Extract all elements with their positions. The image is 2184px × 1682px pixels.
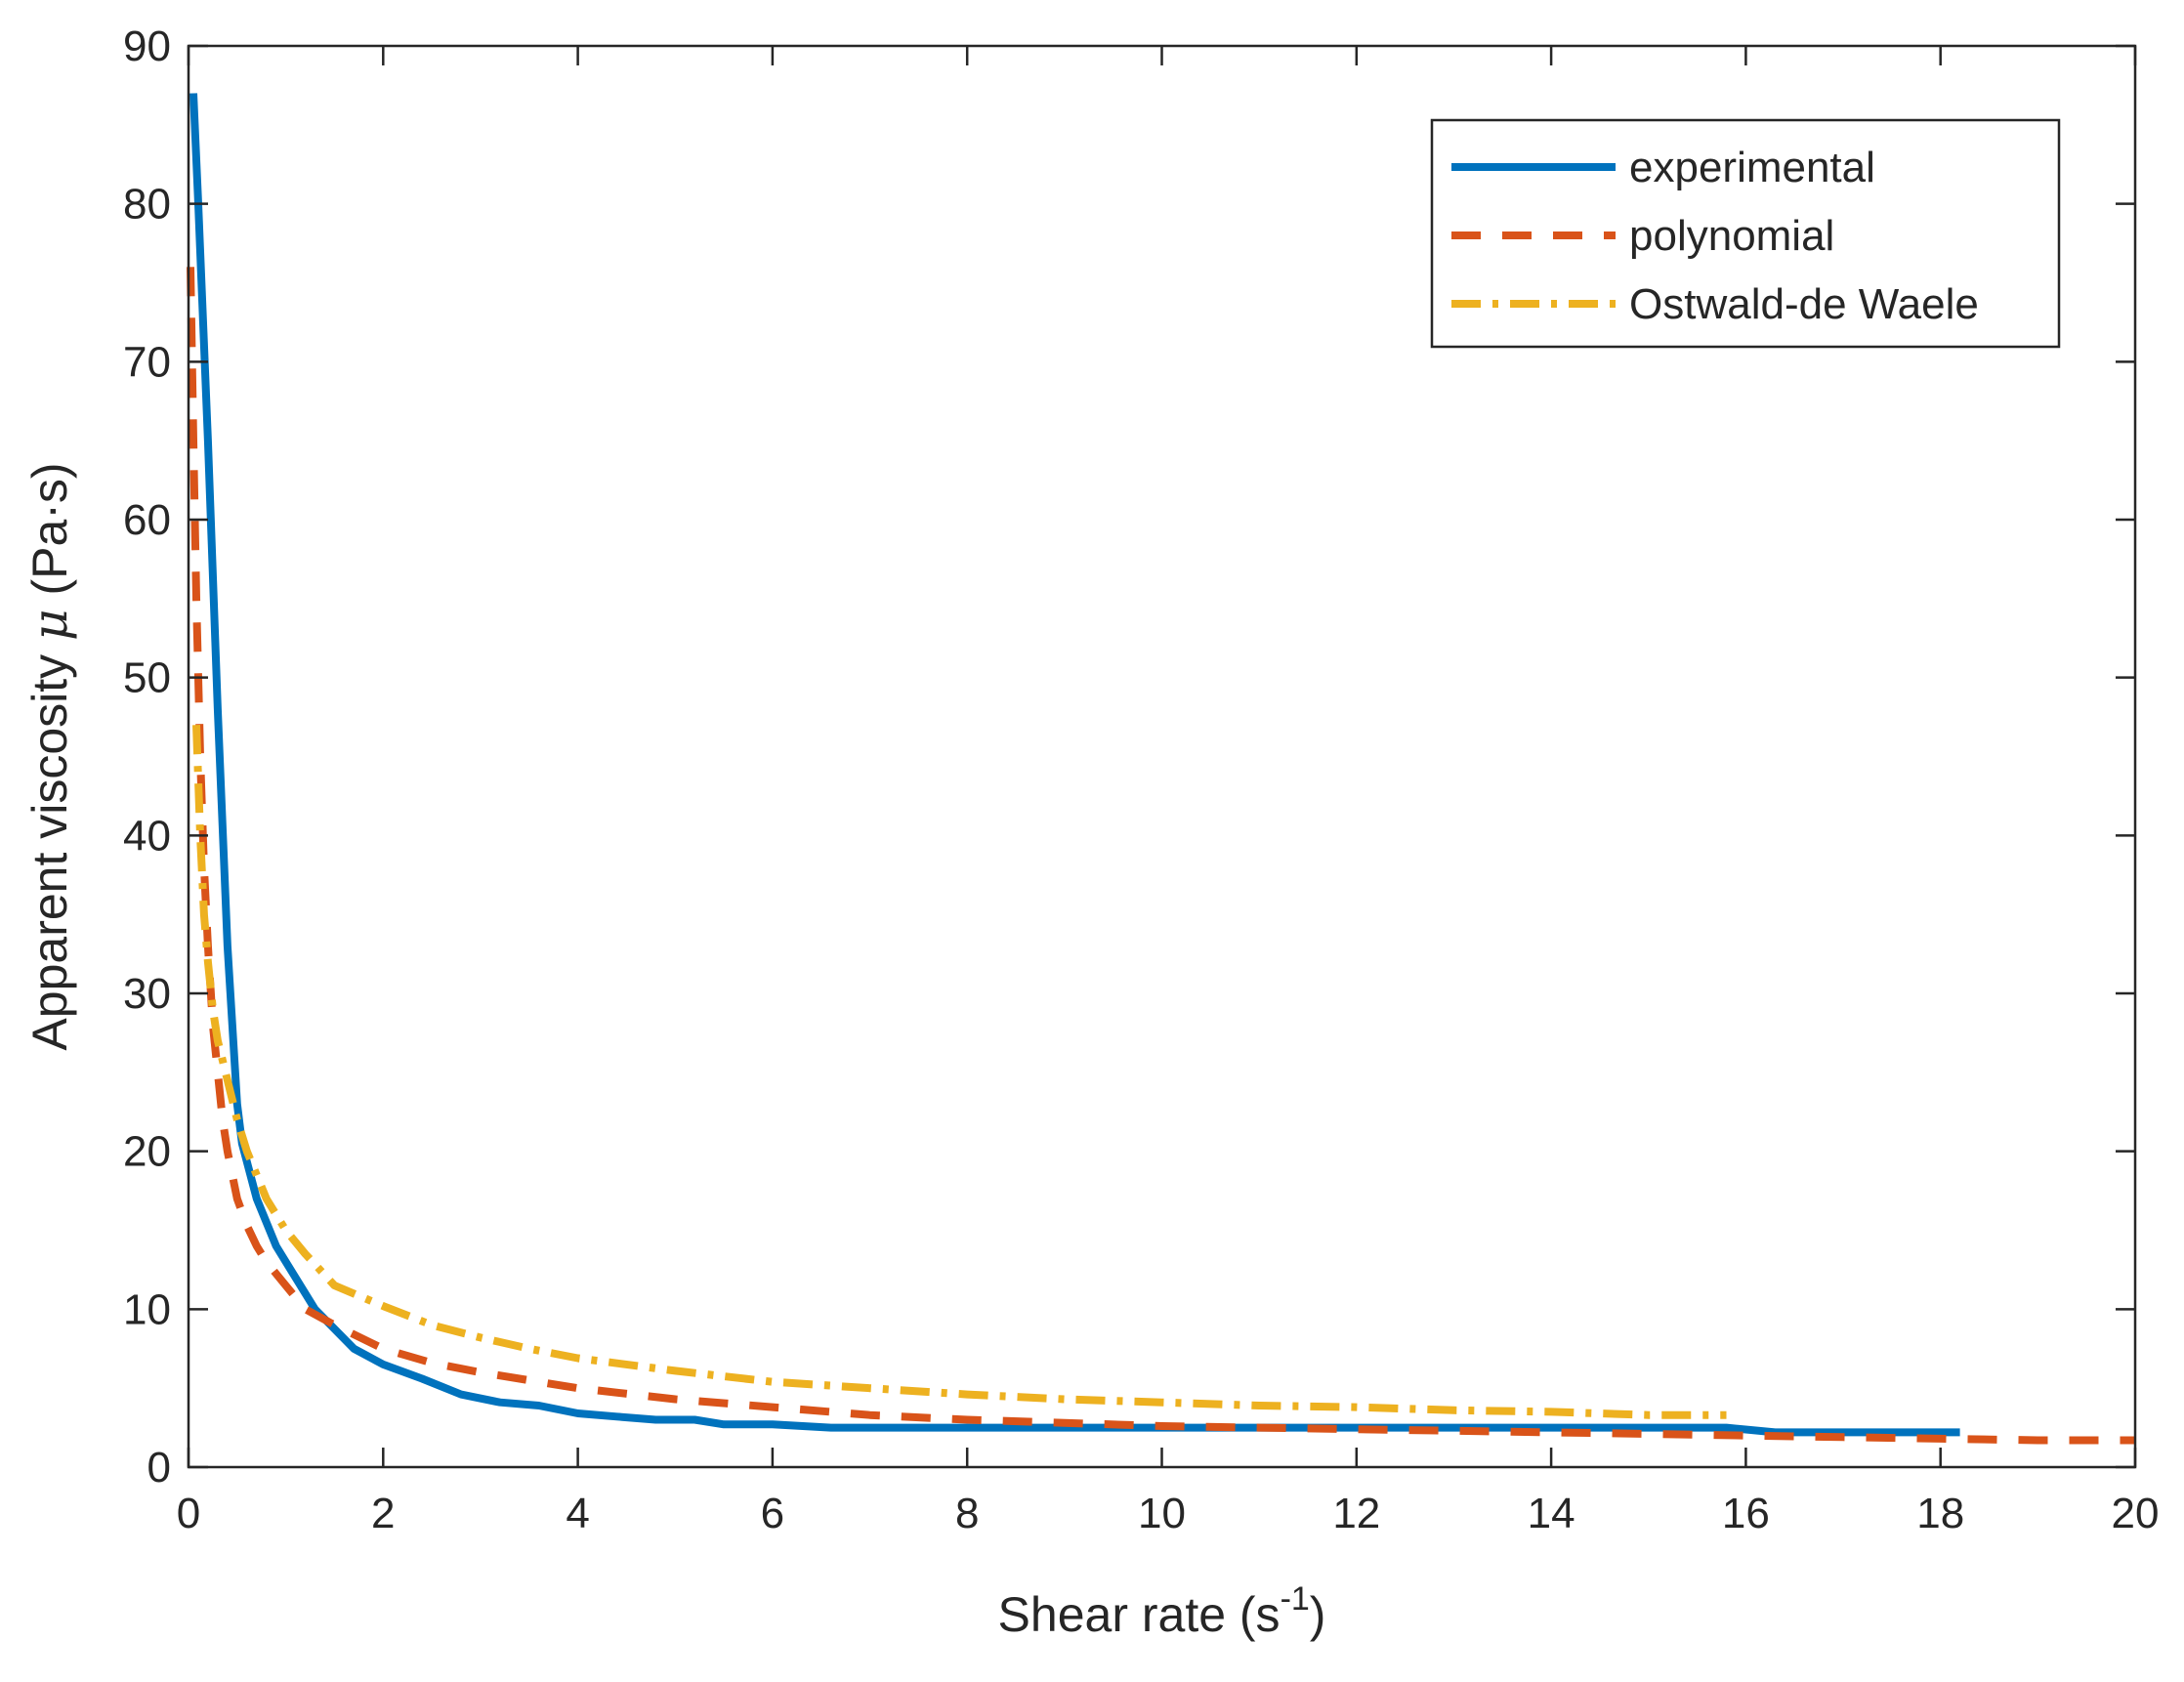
y-tick-label: 50 (123, 654, 171, 702)
x-axis-title-main: Shear rate (s (998, 1587, 1281, 1642)
series-line-ostwald-de-waele (192, 725, 1727, 1419)
y-axis-title-unit: (Pa·s) (22, 462, 77, 595)
y-tick-label: 60 (123, 496, 171, 544)
x-tick-label: 18 (1916, 1490, 1964, 1537)
x-tick-label: 4 (566, 1490, 589, 1537)
x-axis-title-superscript: -1 (1281, 1580, 1310, 1618)
y-axis-title-main: Apparent viscosity (22, 654, 77, 1051)
x-tick-label: 12 (1332, 1490, 1380, 1537)
x-tick-label: 16 (1722, 1490, 1770, 1537)
x-tick-label: 6 (761, 1490, 784, 1537)
x-axis-title-tail: ) (1310, 1587, 1326, 1642)
x-tick-label: 0 (177, 1490, 200, 1537)
y-axis-title-symbol: μ (21, 609, 78, 641)
legend: experimental polynomial Ostwald-de Waele (1430, 118, 2061, 349)
axes-frame (187, 44, 2137, 1469)
y-tick-label: 0 (147, 1444, 171, 1492)
x-tick-label: 20 (2112, 1490, 2160, 1537)
legend-label-ostwald-de-waele: Ostwald-de Waele (1629, 280, 1979, 328)
y-tick-label: 70 (123, 338, 171, 386)
y-axis-title: Apparent viscosity μ (Pa·s) (21, 462, 78, 1050)
x-axis-title: Shear rate (s-1) (998, 1580, 1326, 1642)
x-tick-label: 2 (371, 1490, 395, 1537)
x-tick-label: 10 (1138, 1490, 1186, 1537)
y-tick-label: 10 (123, 1285, 171, 1333)
y-tick-label: 20 (123, 1128, 171, 1176)
y-tick-label: 80 (123, 181, 171, 229)
y-tick-label: 40 (123, 812, 171, 860)
y-tick-label: 90 (123, 22, 171, 70)
legend-label-polynomial: polynomial (1629, 212, 1834, 260)
x-tick-label: 8 (955, 1490, 979, 1537)
y-tick-label: 30 (123, 970, 171, 1018)
x-tick-label: 14 (1528, 1490, 1575, 1537)
labels-layer: Shear rate (s-1) Apparent viscosity μ (P… (21, 462, 1325, 1642)
legend-box (1430, 118, 2061, 349)
legend-label-experimental: experimental (1629, 144, 1875, 191)
series-layer (187, 93, 2135, 1445)
frame-layer (187, 44, 2137, 1469)
